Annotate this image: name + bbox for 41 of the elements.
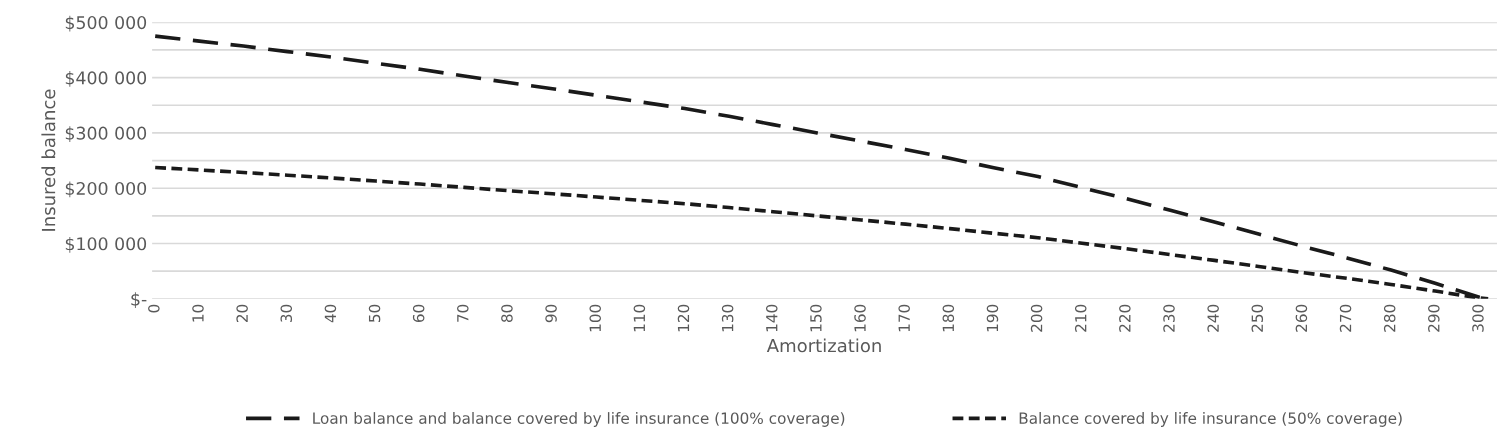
x-tick-label: 70 — [457, 304, 469, 322]
x-tick-label: 180 — [942, 304, 955, 332]
x-tick-label: 260 — [1295, 304, 1308, 332]
x-tick-label: 120 — [677, 304, 690, 332]
x-tick-label: 160 — [854, 304, 866, 332]
x-tick-label: 150 — [810, 304, 822, 332]
x-tick-label: 300 — [1472, 304, 1484, 332]
y-tick-label: $200 000 — [65, 181, 147, 198]
x-tick-label: 240 — [1207, 304, 1219, 332]
x-tick-label: 80 — [501, 304, 513, 323]
legend-label: Balance covered by life insurance (50% coverage) — [1019, 412, 1402, 427]
x-tick-label: 60 — [412, 304, 425, 323]
y-tick-label: $100 000 — [65, 236, 147, 253]
y-tick-label: $- — [131, 292, 147, 308]
x-tick-label: 200 — [1030, 304, 1043, 332]
x-axis-title: Amortization — [766, 338, 881, 353]
x-tick-label: 250 — [1251, 304, 1264, 332]
x-tick-label: 230 — [1163, 304, 1175, 332]
x-tick-label: 90 — [545, 304, 557, 323]
x-tick-label: 0 — [148, 304, 160, 313]
x-tick-label: 10 — [192, 304, 204, 322]
x-tick-label: 110 — [633, 304, 646, 332]
x-tick-label: 140 — [765, 304, 778, 332]
legend-label: Loan balance and balance covered by life insurance (100% coverage) — [313, 412, 845, 427]
x-tick-label: 170 — [898, 304, 910, 332]
x-tick-label: 50 — [368, 304, 381, 322]
x-tick-label: 210 — [1074, 304, 1087, 332]
x-tick-label: 280 — [1383, 304, 1396, 332]
x-tick-label: 100 — [589, 304, 601, 332]
x-tick-label: 130 — [721, 304, 734, 332]
y-tick-label: $300 000 — [65, 126, 147, 143]
x-tick-label: 40 — [324, 304, 337, 323]
x-tick-label: 220 — [1119, 304, 1131, 332]
x-tick-label: 290 — [1428, 304, 1440, 332]
x-tick-label: 190 — [986, 304, 999, 332]
y-tick-label: $500 000 — [65, 15, 147, 32]
y-tick-label: $400 000 — [65, 71, 147, 87]
x-tick-label: 270 — [1339, 304, 1352, 332]
x-tick-label: 30 — [280, 304, 293, 322]
y-axis-title: Insured balance — [41, 89, 56, 231]
x-tick-label: 20 — [236, 304, 248, 322]
